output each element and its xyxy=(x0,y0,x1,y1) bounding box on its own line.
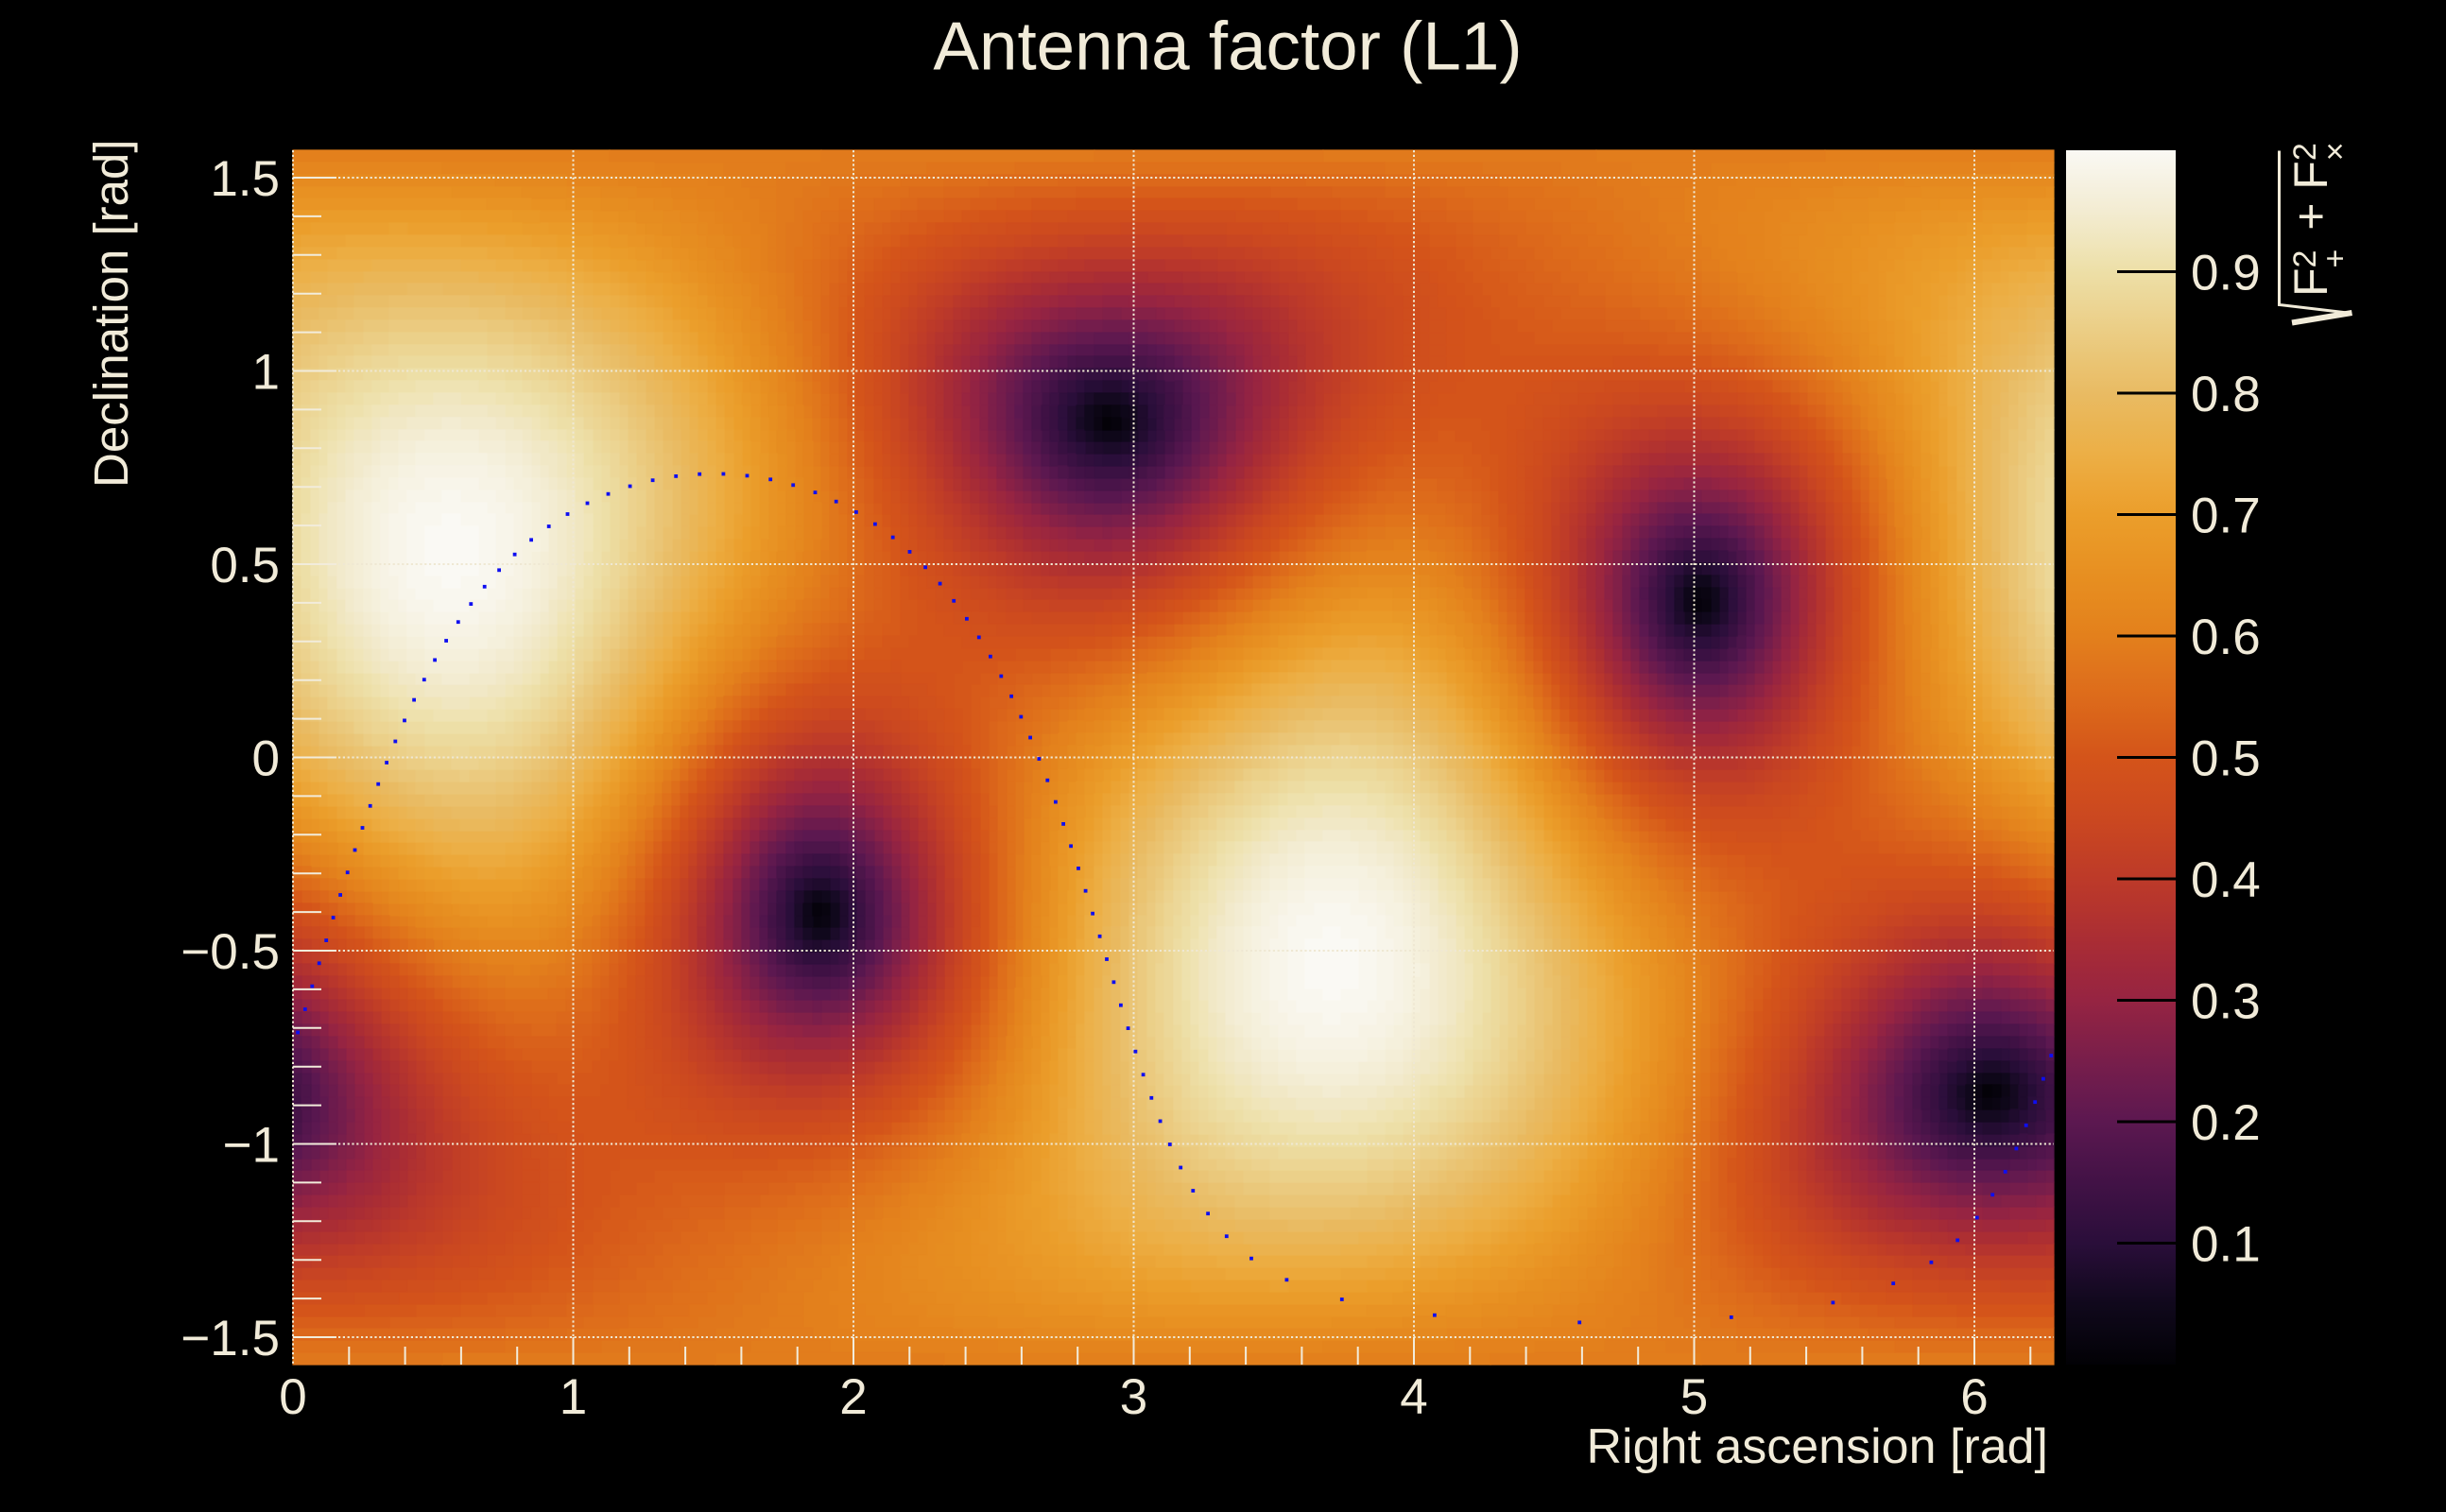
svg-text:1: 1 xyxy=(560,1369,587,1425)
svg-text:0.2: 0.2 xyxy=(2191,1095,2261,1151)
svg-text:0.7: 0.7 xyxy=(2191,489,2261,544)
svg-text:0: 0 xyxy=(252,731,280,787)
svg-text:1.5: 1.5 xyxy=(210,151,280,207)
svg-text:0.4: 0.4 xyxy=(2191,852,2261,908)
svg-text:0.5: 0.5 xyxy=(210,538,280,593)
svg-text:0.9: 0.9 xyxy=(2191,246,2261,301)
svg-text:−0.5: −0.5 xyxy=(181,924,280,980)
svg-text:Antenna factor (L1): Antenna factor (L1) xyxy=(933,9,1522,85)
svg-text:5: 5 xyxy=(1680,1369,1708,1425)
svg-text:3: 3 xyxy=(1120,1369,1147,1425)
svg-text:6: 6 xyxy=(1960,1369,1988,1425)
svg-text:0: 0 xyxy=(279,1369,306,1425)
svg-text:Declination [rad]: Declination [rad] xyxy=(84,139,138,488)
svg-text:Right ascension [rad]: Right ascension [rad] xyxy=(1587,1419,2049,1474)
svg-text:−1: −1 xyxy=(223,1118,280,1174)
svg-text:−1.5: −1.5 xyxy=(181,1311,280,1366)
svg-text:0.3: 0.3 xyxy=(2191,974,2261,1030)
svg-text:0.5: 0.5 xyxy=(2191,731,2261,787)
svg-text:0.8: 0.8 xyxy=(2191,367,2261,422)
svg-text:4: 4 xyxy=(1400,1369,1427,1425)
svg-text:0.1: 0.1 xyxy=(2191,1217,2261,1273)
svg-text:0.6: 0.6 xyxy=(2191,610,2261,665)
svg-text:1: 1 xyxy=(252,345,280,401)
svg-text:2: 2 xyxy=(839,1369,867,1425)
